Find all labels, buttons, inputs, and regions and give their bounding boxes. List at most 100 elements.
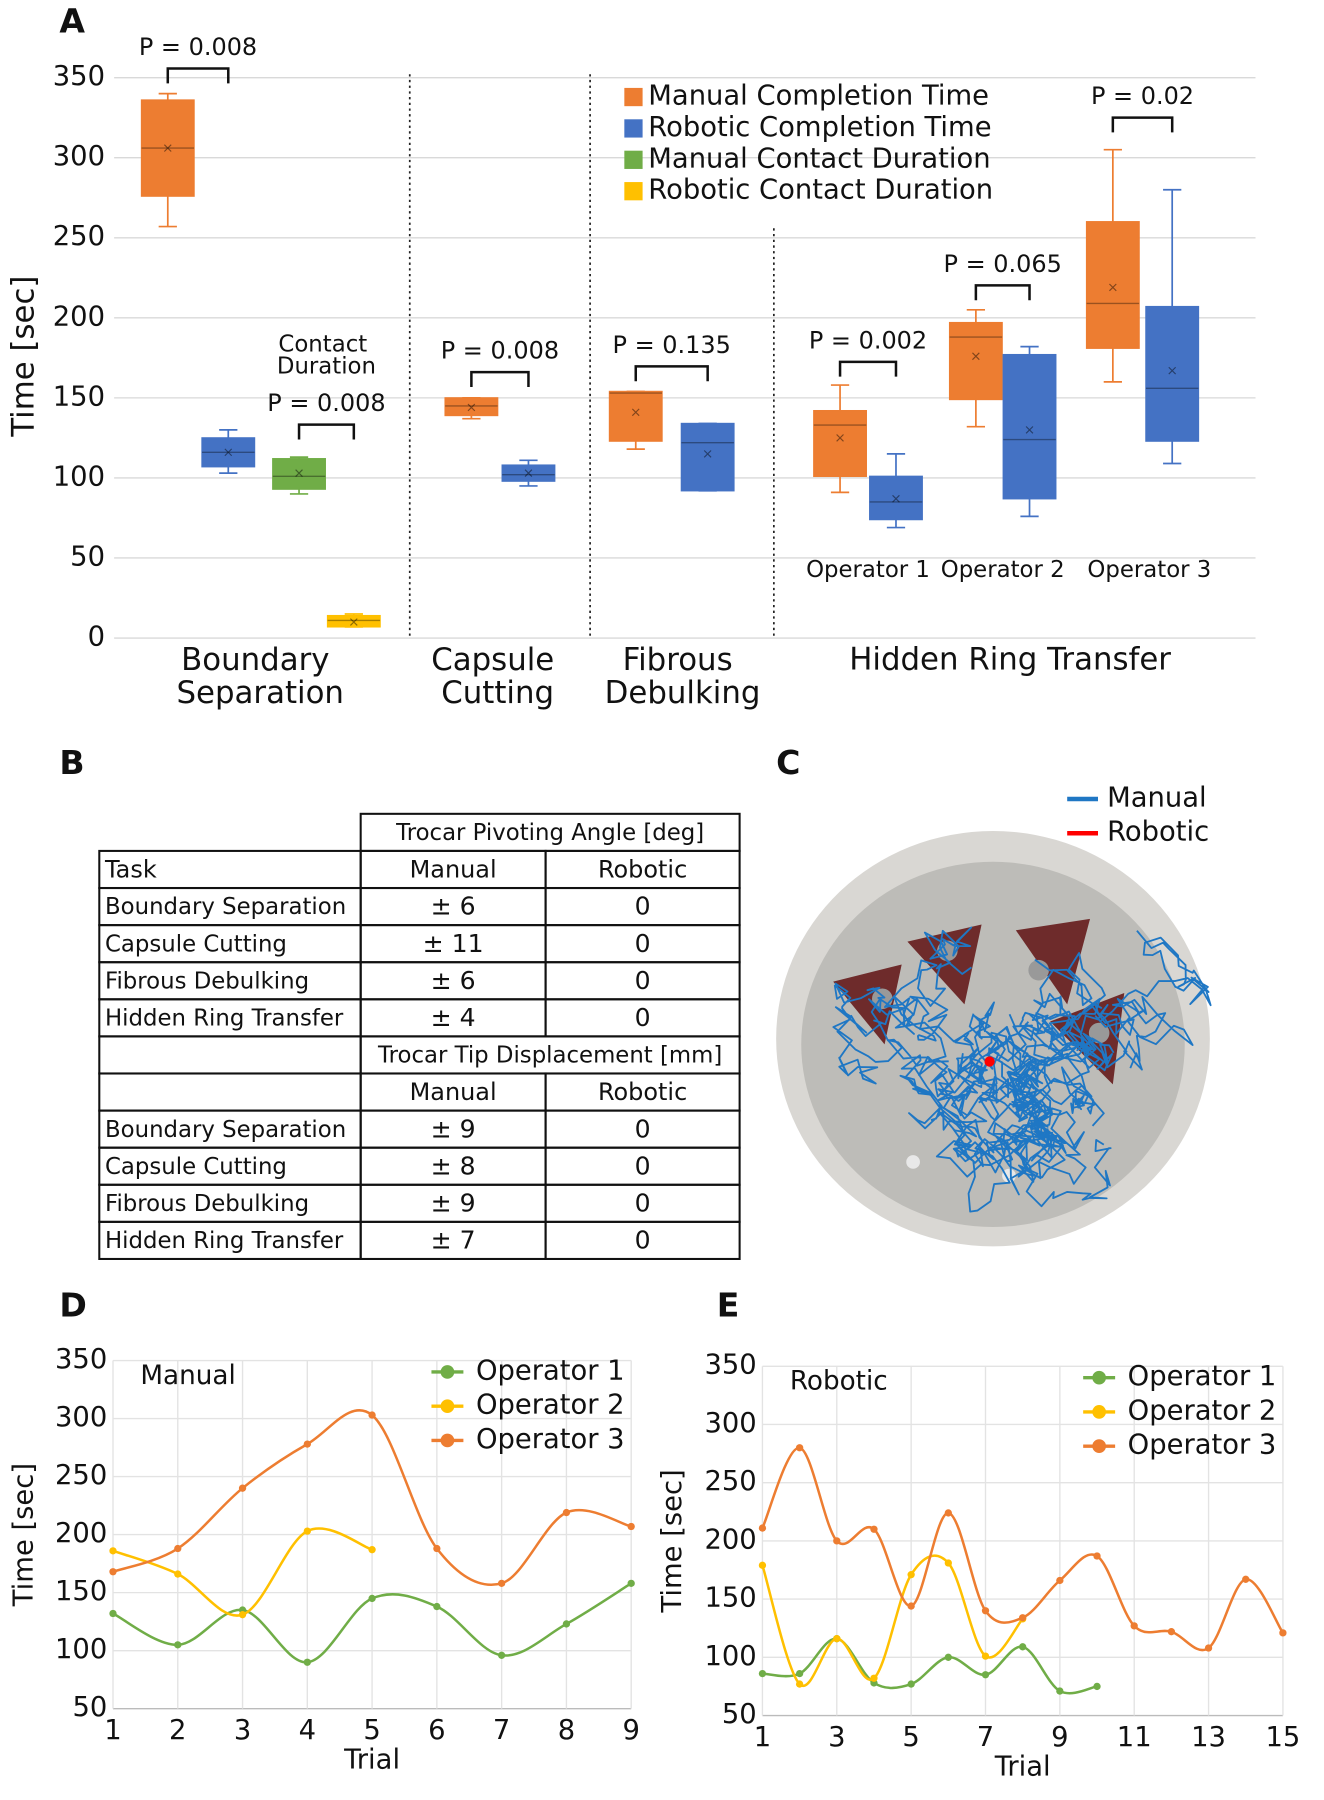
point xyxy=(758,1524,767,1532)
significance-bracket xyxy=(166,67,230,84)
point xyxy=(981,1671,990,1679)
point xyxy=(433,1602,441,1611)
point xyxy=(1093,1682,1101,1691)
table-value: 0 xyxy=(635,966,651,995)
legend-swatch xyxy=(624,150,643,169)
row-label: Boundary Separation xyxy=(105,1117,346,1143)
legend-label: Robotic Contact Duration xyxy=(648,175,993,206)
mean-marker xyxy=(631,408,640,417)
x-tick-label: 3 xyxy=(234,1715,251,1746)
x-tick-label: 1 xyxy=(104,1715,121,1746)
point xyxy=(238,1611,247,1619)
y-tick-label: 50 xyxy=(70,541,105,572)
point xyxy=(368,1594,376,1603)
x-tick-label: 4 xyxy=(299,1715,316,1746)
legend-swatch xyxy=(624,182,643,201)
legend-marker xyxy=(1092,1370,1106,1385)
legend-label: Operator 3 xyxy=(1128,1430,1277,1461)
x-group-label: Fibrous Debulking xyxy=(605,641,761,710)
x-tick-label: 15 xyxy=(1265,1722,1300,1753)
point xyxy=(627,1522,635,1531)
table-value: 0 xyxy=(635,1003,651,1032)
x-sub-label: Operator 2 xyxy=(941,557,1065,583)
point xyxy=(907,1602,915,1610)
y-tick-label: 300 xyxy=(53,141,105,172)
table-value: ± 7 xyxy=(431,1226,476,1255)
mean-marker xyxy=(524,469,533,477)
trajectory xyxy=(968,1001,1112,1208)
point xyxy=(870,1674,878,1682)
p-value: P = 0.008 xyxy=(441,337,559,365)
legend-label: Manual Completion Time xyxy=(648,81,989,112)
table-value: ± 8 xyxy=(431,1151,476,1180)
point xyxy=(109,1547,117,1555)
point xyxy=(1167,1628,1176,1636)
legend-label: Manual Contact Duration xyxy=(648,143,990,174)
table-value: 0 xyxy=(635,1151,651,1180)
legend-marker xyxy=(440,1433,455,1448)
legend-swatch xyxy=(624,87,643,107)
series-line xyxy=(762,1637,1098,1695)
x-tick-label: 7 xyxy=(977,1722,994,1753)
post xyxy=(906,1155,920,1169)
trajectory xyxy=(1011,930,1212,1090)
mean-marker xyxy=(972,352,980,361)
trajectory xyxy=(918,1047,1035,1174)
legend-marker xyxy=(1092,1439,1106,1453)
table-value: ± 11 xyxy=(423,929,484,958)
p-value: P = 0.135 xyxy=(613,331,731,359)
point xyxy=(174,1641,182,1649)
x-tick-label: 7 xyxy=(493,1715,510,1746)
legend-label: Operator 2 xyxy=(1128,1395,1277,1426)
mean-marker xyxy=(892,494,900,503)
box xyxy=(608,390,663,442)
x-axis-label: Trial xyxy=(343,1745,400,1776)
p-value: P = 0.02 xyxy=(1091,82,1194,110)
point xyxy=(1242,1575,1250,1583)
point xyxy=(981,1607,990,1615)
point xyxy=(795,1680,804,1688)
robotic-point xyxy=(984,1056,995,1067)
y-axis-label: Time [sec] xyxy=(657,1469,688,1613)
point xyxy=(109,1568,117,1576)
point xyxy=(833,1537,841,1545)
significance-bracket xyxy=(634,365,709,382)
legend-marker xyxy=(1092,1405,1106,1419)
mean-marker xyxy=(224,448,233,457)
y-tick-label: 50 xyxy=(72,1692,107,1723)
table-value: 0 xyxy=(635,929,651,958)
point xyxy=(303,1527,311,1535)
x-tick-label: 9 xyxy=(1051,1722,1068,1753)
point xyxy=(944,1559,952,1567)
point xyxy=(944,1653,952,1661)
box xyxy=(1085,221,1140,349)
phantom-base xyxy=(801,861,1185,1228)
p-value: P = 0.065 xyxy=(944,250,1062,278)
legend-label: Operator 3 xyxy=(476,1424,625,1455)
y-axis-label: Time [sec] xyxy=(6,276,42,438)
p-value: P = 0.008 xyxy=(267,389,385,417)
point xyxy=(303,1658,311,1666)
box xyxy=(869,475,923,521)
annotation: Contact Duration xyxy=(277,331,376,379)
point xyxy=(497,1651,506,1659)
point xyxy=(368,1546,376,1554)
table-cell xyxy=(544,1220,741,1260)
point xyxy=(1019,1643,1027,1651)
x-tick-label: 1 xyxy=(754,1722,771,1753)
box xyxy=(444,397,499,417)
x-tick-label: 13 xyxy=(1191,1722,1226,1753)
point xyxy=(174,1544,182,1553)
x-sub-label: Operator 3 xyxy=(1087,557,1211,583)
y-tick-label: 250 xyxy=(55,1460,107,1491)
table-value: 0 xyxy=(635,1188,651,1217)
trajectory xyxy=(832,982,974,1085)
point xyxy=(1019,1614,1027,1622)
row-label: Capsule Cutting xyxy=(105,931,287,957)
y-tick-label: 50 xyxy=(722,1699,757,1730)
significance-bracket xyxy=(297,423,356,440)
legend-label: Operator 1 xyxy=(476,1355,625,1386)
mean-marker xyxy=(163,144,172,152)
x-tick-label: 6 xyxy=(428,1715,445,1746)
